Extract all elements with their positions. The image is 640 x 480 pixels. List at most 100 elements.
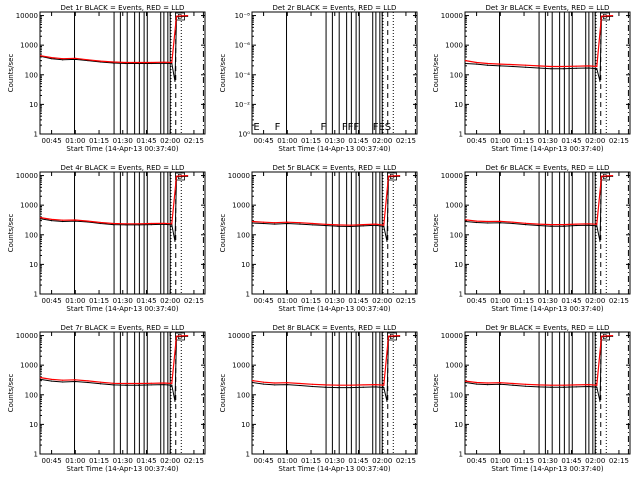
data-point-lld [125, 382, 127, 385]
data-point-events [74, 380, 76, 383]
data-point-lld [600, 15, 603, 17]
data-point-events [74, 220, 76, 222]
data-point-events [262, 222, 265, 225]
data-point-lld [596, 223, 598, 225]
data-point-events [562, 68, 565, 70]
x-tick-label: 01:30 [325, 457, 345, 465]
data-point-lld [537, 65, 539, 67]
y-tick-label: 1 [34, 131, 38, 139]
panel-det-9: Det 9r BLACK = Events, RED = LLD 00:45 01:… [432, 324, 631, 473]
series-line-lld [40, 175, 188, 225]
data-point-lld [562, 224, 565, 226]
data-point-lld [62, 58, 64, 60]
data-point-lld [512, 64, 514, 66]
data-point-lld [349, 224, 352, 226]
x-tick-label: 02:15 [609, 297, 629, 305]
data-point-events [171, 384, 173, 386]
data-point-lld [312, 222, 314, 225]
data-point-lld [349, 384, 352, 386]
data-point-lld [337, 384, 339, 386]
y-tick-label: 1000 [445, 202, 463, 210]
data-point-events [50, 380, 53, 382]
data-point-events [87, 381, 89, 384]
data-point-events [596, 225, 598, 227]
x-axis-label: Start Time (14-Apr-13 00:37:40) [278, 465, 390, 473]
data-point-lld [487, 220, 489, 223]
data-point-events [596, 68, 598, 70]
data-point-lld [137, 223, 140, 225]
data-point-events [274, 223, 276, 225]
x-tick-label: 02:15 [396, 297, 416, 305]
y-tick-label: 1 [459, 451, 463, 459]
y-tick-label: 1 [246, 451, 250, 459]
x-tick-label: 01:15 [89, 297, 109, 305]
data-point-lld [312, 383, 314, 385]
x-tick-label: 01:30 [538, 457, 558, 465]
data-point-lld [175, 15, 178, 17]
data-point-lld [274, 222, 276, 224]
data-point-events [62, 59, 64, 61]
x-tick-label: 01:00 [490, 137, 510, 145]
data-point-lld [274, 382, 276, 384]
panel-title: Det 4r BLACK = Events, RED = LLD [61, 164, 185, 172]
y-tick-label: 1000 [445, 42, 463, 50]
x-tick-label: 00:45 [466, 137, 486, 145]
data-point-events [112, 224, 114, 226]
data-point-events [349, 225, 352, 228]
x-tick-label: 01:15 [301, 137, 321, 145]
y-tick-label: 1 [459, 131, 463, 139]
data-point-events [62, 220, 64, 223]
data-point-lld [87, 59, 89, 61]
data-point-lld [286, 382, 288, 384]
series-line-lld [40, 15, 188, 64]
data-point-events [274, 384, 276, 386]
y-tick-label: 10⁰ [238, 131, 250, 139]
data-point-events [475, 383, 478, 385]
data-point-events [163, 384, 165, 386]
x-tick-label: 01:15 [514, 297, 534, 305]
x-tick-label: 01:15 [301, 297, 321, 305]
data-point-lld [125, 223, 127, 225]
data-point-lld [87, 220, 89, 222]
y-tick-label: 100 [450, 71, 463, 79]
x-tick-label: 02:00 [585, 297, 605, 305]
data-point-lld [112, 61, 114, 63]
data-point-events [386, 240, 388, 242]
data-point-events [475, 221, 478, 224]
data-point-lld [383, 384, 385, 386]
y-axis-label: Counts/sec [7, 54, 15, 93]
data-point-lld [163, 382, 165, 384]
data-point-events [475, 63, 478, 65]
panel-det-6: Det 6r BLACK = Events, RED = LLD 00:45 01:… [432, 164, 631, 313]
data-point-lld [600, 335, 603, 337]
y-tick-label: 1000 [20, 42, 38, 50]
data-point-lld [375, 384, 377, 386]
data-point-lld [487, 62, 489, 65]
data-point-events [174, 400, 176, 402]
data-point-events [171, 62, 173, 65]
data-point-events [174, 240, 176, 242]
data-point-lld [512, 221, 514, 223]
data-point-events [464, 220, 467, 223]
data-point-lld [100, 60, 102, 62]
data-point-lld [588, 65, 590, 67]
data-point-lld [171, 382, 173, 385]
data-point-events [171, 224, 173, 226]
x-tick-label: 00:45 [466, 457, 486, 465]
data-point-events [487, 384, 489, 386]
data-point-lld [262, 381, 265, 383]
y-tick-label: 100 [25, 391, 38, 399]
x-tick-label: 01:00 [490, 297, 510, 305]
data-point-events [312, 224, 314, 226]
y-tick-label: 100 [237, 231, 250, 239]
y-tick-label: 1 [246, 291, 250, 299]
y-tick-label: 10000 [441, 12, 463, 20]
data-point-lld [163, 222, 165, 224]
data-point-events [464, 62, 467, 65]
data-point-lld [100, 221, 102, 224]
data-point-lld [150, 61, 152, 64]
y-tick-label: 100 [25, 231, 38, 239]
x-tick-label: 02:15 [609, 457, 629, 465]
y-tick-label: 1000 [232, 202, 250, 210]
